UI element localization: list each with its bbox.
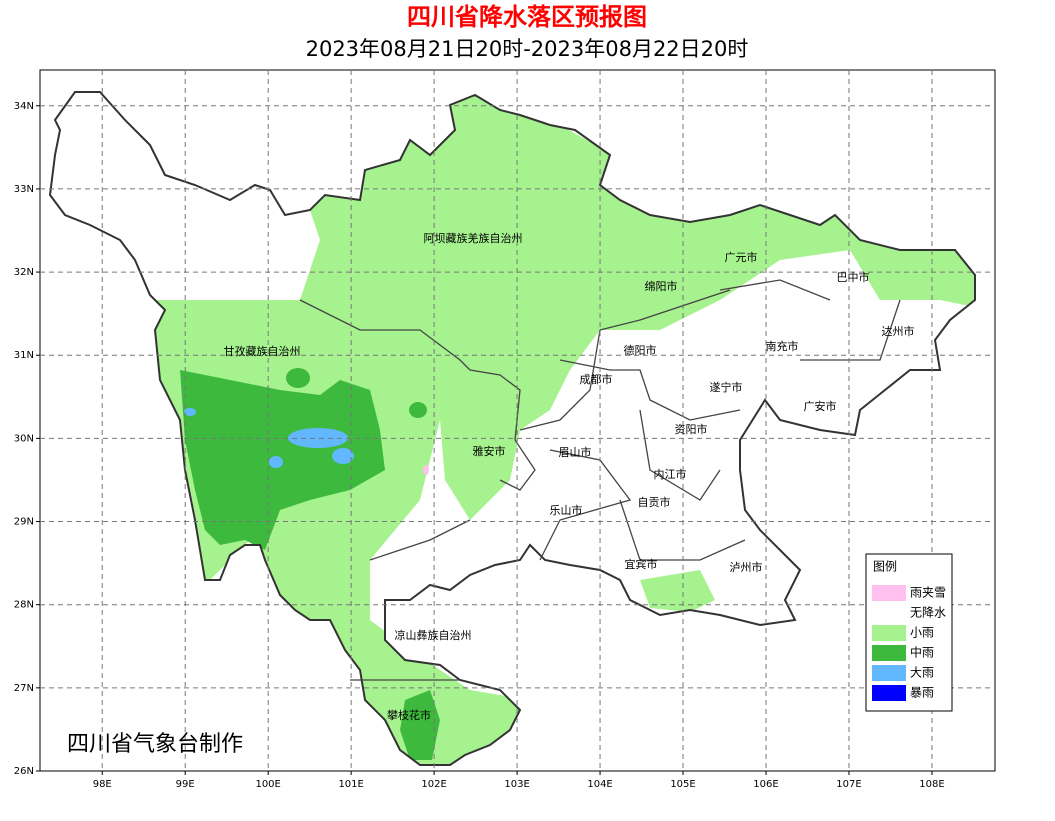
legend-label: 中雨: [910, 645, 934, 660]
place-label: 巴中市: [837, 270, 870, 284]
place-label: 乐山市: [550, 503, 583, 517]
legend-swatch: [872, 605, 906, 621]
place-label: 遂宁市: [710, 380, 743, 394]
place-label: 眉山市: [559, 445, 592, 459]
x-tick-label: 99E: [176, 779, 195, 790]
moderate-rain-area: [286, 368, 310, 388]
legend-title: 图例: [873, 560, 897, 574]
moderate-rain-area: [409, 402, 427, 418]
y-tick-label: 33N: [14, 184, 34, 195]
heavy-rain-area: [269, 456, 283, 468]
legend-label: 雨夹雪: [910, 586, 946, 600]
title: 四川省降水落区预报图: [407, 3, 647, 31]
place-label: 德阳市: [624, 343, 657, 357]
x-tick-label: 108E: [919, 779, 944, 790]
legend-swatch: [872, 625, 906, 641]
heavy-rain-area: [288, 428, 348, 448]
legend-swatch: [872, 585, 906, 601]
legend-swatch: [872, 685, 906, 701]
place-label: 宜宾市: [625, 557, 658, 571]
x-tick-label: 103E: [504, 779, 529, 790]
legend-swatch: [872, 665, 906, 681]
y-tick-label: 32N: [14, 267, 34, 278]
place-label: 甘孜藏族自治州: [224, 344, 301, 358]
heavy-rain-area: [184, 408, 196, 416]
x-tick-label: 107E: [836, 779, 861, 790]
credit: 四川省气象台制作: [67, 732, 243, 757]
place-label: 雅安市: [473, 444, 506, 458]
place-label: 达州市: [882, 324, 915, 338]
sleet-area: [423, 465, 429, 475]
y-tick-label: 28N: [14, 600, 34, 611]
x-tick-label: 105E: [670, 779, 695, 790]
place-label: 自贡市: [638, 495, 671, 509]
x-tick-label: 106E: [753, 779, 778, 790]
place-label: 阿坝藏族羌族自治州: [424, 231, 523, 245]
place-label: 成都市: [580, 372, 613, 386]
y-tick-label: 29N: [14, 517, 34, 528]
legend-label: 暴雨: [910, 686, 934, 700]
x-tick-label: 100E: [255, 779, 280, 790]
place-label: 泸州市: [730, 560, 763, 574]
subtitle: 2023年08月21日20时-2023年08月22日20时: [306, 37, 749, 61]
legend-label: 小雨: [910, 626, 934, 640]
y-tick-label: 34N: [14, 101, 34, 112]
heavy-rain-area: [332, 448, 354, 464]
x-tick-label: 102E: [421, 779, 446, 790]
graticule: 98E 99E 100E 101E 102E 103E 104E 105E 106E 107E 10…: [14, 70, 995, 790]
y-tick-label: 30N: [14, 433, 34, 444]
y-tick-label: 27N: [14, 683, 34, 694]
place-label: 南充市: [766, 339, 799, 353]
legend-label: 无降水: [910, 606, 946, 620]
x-tick-label: 98E: [93, 779, 112, 790]
y-tick-label: 26N: [14, 766, 34, 777]
place-label: 广安市: [804, 399, 837, 413]
prefecture-borders: [299, 279, 901, 681]
place-label: 凉山彝族自治州: [395, 628, 472, 642]
legend-swatch: [872, 645, 906, 661]
place-label: 攀枝花市: [387, 708, 431, 722]
x-tick-label: 101E: [338, 779, 363, 790]
moderate-rain-area: [400, 690, 440, 760]
legend-label: 大雨: [910, 666, 934, 680]
place-label: 广元市: [725, 250, 758, 264]
light-rain-area: [640, 570, 715, 612]
y-tick-label: 31N: [14, 350, 34, 361]
place-label: 资阳市: [675, 422, 708, 436]
place-label: 内江市: [654, 467, 687, 481]
place-label: 绵阳市: [645, 279, 678, 293]
x-tick-label: 104E: [587, 779, 612, 790]
